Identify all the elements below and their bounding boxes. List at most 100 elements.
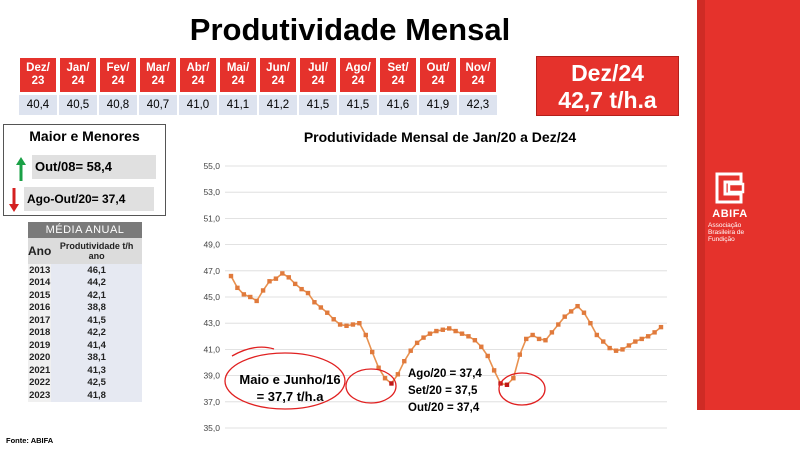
data-point xyxy=(466,334,471,339)
y-tick-label: 45,0 xyxy=(203,292,220,302)
month-year: 24 xyxy=(391,75,405,87)
annual-year: 2016 xyxy=(28,301,52,314)
data-point xyxy=(588,321,593,326)
data-point xyxy=(549,330,555,335)
data-point xyxy=(498,381,503,386)
annual-year: 2014 xyxy=(28,276,52,289)
data-point xyxy=(331,317,336,322)
annual-year: 2022 xyxy=(28,376,52,389)
month-label: Fev/ xyxy=(106,62,130,74)
table-row: 2014 44,2 xyxy=(28,276,142,289)
max-min-panel: Maior e Menores Out/08= 58,4 Ago-Out/20=… xyxy=(3,124,166,216)
data-point xyxy=(613,348,619,353)
data-point xyxy=(267,279,272,284)
data-point xyxy=(530,332,535,338)
table-row: 2023 41,8 xyxy=(28,389,142,402)
month-header: Dez/23 xyxy=(19,57,57,93)
data-point xyxy=(305,290,311,296)
month-value: 41,5 xyxy=(339,93,377,115)
y-tick-label: 41,0 xyxy=(203,344,220,354)
annual-year: 2015 xyxy=(28,289,52,302)
month-label: Mai/ xyxy=(226,62,250,74)
y-tick-label: 37,0 xyxy=(203,397,220,407)
month-value: 41,1 xyxy=(219,93,257,115)
data-point xyxy=(325,310,330,315)
data-point xyxy=(440,327,445,332)
line-chart: 35,0 37,0 39,0 41,0 43,0 45,0 47,0 49,0 51,0 53,0… xyxy=(203,161,667,433)
data-point xyxy=(312,300,317,305)
data-point xyxy=(260,288,266,293)
annotation-may-june-16: Maio e Junho/16 = 37,7 t/h.a xyxy=(231,371,349,405)
month-year: 24 xyxy=(431,75,445,87)
data-point xyxy=(652,330,657,335)
month-label: Out/ xyxy=(426,62,450,74)
data-point xyxy=(536,336,542,342)
page-title: Produtividade Mensal xyxy=(189,12,511,47)
annotation-aug-oct-20: Ago/20 = 37,4 Set/20 = 37,5 Out/20 = 37,… xyxy=(408,366,482,417)
month-header: Set/24 xyxy=(379,57,417,93)
logo-subtitle: Associação Brasileira de Fundição xyxy=(708,222,745,243)
annual-productivity: 38,8 xyxy=(51,301,142,314)
month-year: 24 xyxy=(111,75,125,87)
data-point xyxy=(280,271,285,276)
month-header: Fev/24 xyxy=(99,57,137,93)
annual-year: 2013 xyxy=(28,264,52,277)
data-point xyxy=(645,334,651,339)
month-header: Mar/24 xyxy=(139,57,177,93)
y-tick-label: 35,0 xyxy=(203,423,220,433)
month-value: 41,0 xyxy=(179,93,217,115)
annual-year: 2023 xyxy=(28,389,52,402)
annual-productivity: 38,1 xyxy=(51,351,142,364)
arrow-up-icon xyxy=(16,157,26,181)
data-point xyxy=(633,339,638,344)
data-point xyxy=(459,331,465,336)
annual-productivity: 46,1 xyxy=(51,264,142,277)
month-value: 40,5 xyxy=(59,93,97,115)
table-row: 2015 42,1 xyxy=(28,289,142,302)
month-label: Nov/ xyxy=(465,62,491,74)
month-header: Abr/24 xyxy=(179,57,217,93)
annual-year: 2017 xyxy=(28,314,52,327)
month-label: Dez/ xyxy=(26,62,50,74)
data-point xyxy=(228,273,234,279)
table-row: 2022 42,5 xyxy=(28,376,142,389)
table-row: 2016 38,8 xyxy=(28,301,142,314)
max-min-title: Maior e Menores xyxy=(29,128,140,144)
source-note: Fonte: ABIFA xyxy=(6,436,54,445)
annual-col-year: Ano xyxy=(28,238,52,264)
annotation-line: Ago/20 = 37,4 xyxy=(408,368,482,380)
data-point xyxy=(292,281,298,287)
data-point xyxy=(357,321,362,326)
month-value: 41,5 xyxy=(299,93,337,115)
data-point xyxy=(543,338,548,343)
month-label: Mar/ xyxy=(146,62,170,74)
data-point xyxy=(479,344,484,349)
right-brand-band xyxy=(697,0,800,410)
month-year: 24 xyxy=(311,75,325,87)
data-point xyxy=(286,275,291,280)
annual-productivity: 42,2 xyxy=(51,326,142,339)
annual-productivity: 41,4 xyxy=(51,339,142,352)
data-point xyxy=(524,336,529,342)
month-year: 24 xyxy=(351,75,365,87)
data-point xyxy=(491,368,497,373)
table-row: 2018 42,2 xyxy=(28,326,142,339)
month-label: Jun/ xyxy=(266,62,290,74)
data-point xyxy=(344,323,349,329)
data-point xyxy=(235,285,240,291)
month-header: Jun/24 xyxy=(259,57,297,93)
month-label: Abr/ xyxy=(186,62,210,74)
month-year: 24 xyxy=(151,75,165,87)
annual-year: 2019 xyxy=(28,339,52,352)
month-value: 41,6 xyxy=(379,93,417,115)
data-point xyxy=(408,348,413,353)
data-point xyxy=(299,286,304,292)
logo-name: ABIFA xyxy=(712,208,748,220)
annual-year: 2020 xyxy=(28,351,52,364)
highlight-value: 42,7 t/h.a xyxy=(558,87,657,113)
y-tick-label: 43,0 xyxy=(203,318,220,328)
max-value: Out/08= 58,4 xyxy=(32,155,156,179)
highlight-month: Dez/24 xyxy=(571,60,644,86)
month-year: 24 xyxy=(231,75,245,87)
data-point xyxy=(248,294,253,300)
